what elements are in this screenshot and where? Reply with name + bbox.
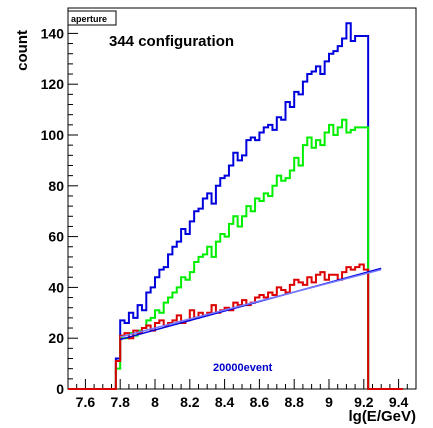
y-tick-labels: 0 20 40 60 80 100 120 140: [41, 25, 65, 397]
y-tick-label: 20: [48, 330, 64, 346]
histogram-series-1: [68, 22, 403, 390]
x-tick-label: 8.2: [180, 394, 200, 410]
y-tick-label: 140: [41, 25, 65, 41]
events-label: 20000event: [213, 362, 273, 374]
x-tick-labels: 7.6 7.8 8 8.2 8.4 8.6 8.8 9 9.2 9.4: [76, 394, 409, 410]
y-tick-label: 60: [48, 229, 64, 245]
aperture-tag-box: [67, 10, 117, 26]
x-tick-label: 8.4: [215, 394, 235, 410]
y-tick-label: 0: [56, 381, 64, 397]
configuration-annotation: 344 configuration: [109, 33, 234, 50]
y-tick-label: 80: [48, 178, 64, 194]
series-layer: [68, 22, 403, 390]
y-tick-label: 100: [41, 127, 65, 143]
x-tick-label: 8.8: [284, 394, 304, 410]
histogram-series-3: [68, 263, 403, 390]
x-tick-label: 7.6: [76, 394, 96, 410]
x-tick-label: 9.2: [354, 394, 374, 410]
x-axis-label: lg(E/GeV): [348, 408, 416, 425]
x-tick-label: 9: [325, 394, 333, 410]
fit-line-2: [120, 268, 382, 338]
aperture-tag: aperture: [71, 14, 107, 24]
y-axis-label: count: [14, 30, 31, 71]
x-tick-label: 8.6: [250, 394, 270, 410]
fit-layer: [120, 267, 382, 341]
y-tick-label: 120: [41, 76, 65, 92]
x-tick-label: 9.4: [389, 394, 409, 410]
y-tick-label: 40: [48, 279, 64, 295]
plot-frame: [67, 7, 417, 390]
x-tick-label: 8: [151, 394, 159, 410]
x-tick-label: 7.8: [110, 394, 130, 410]
